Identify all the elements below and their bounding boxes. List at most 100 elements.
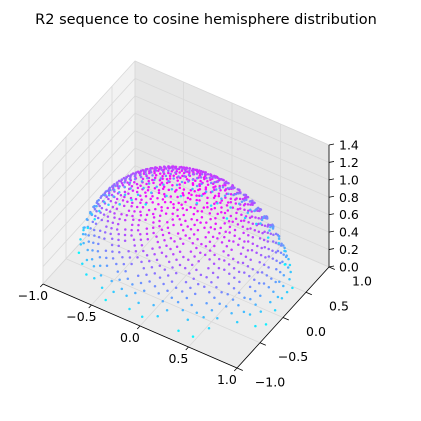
scatter-point [223,222,226,225]
scatter-point [277,237,281,241]
scatter-point [249,227,252,230]
z-tick-label: 0.0 [339,260,359,275]
scatter-point [112,290,115,294]
scatter-point [115,197,119,201]
grid-line [134,182,330,268]
scatter-point [198,199,201,202]
scatter-point [279,251,283,254]
scatter-point [255,222,258,226]
scatter-point [162,168,166,171]
scatter-point [200,173,204,176]
scatter-point [259,294,262,297]
scatter-point [231,184,234,187]
scatter-point [121,199,125,202]
scatter-point [223,235,226,239]
scatter-point [206,196,209,200]
scatter-point [236,261,240,264]
grid-line [134,112,330,198]
scatter-point [158,276,162,279]
scatter-point [161,174,164,178]
scatter-point [163,192,166,196]
scatter-point [108,186,112,190]
y-tick-label: 0.5 [329,299,349,314]
scatter-point [131,283,134,286]
scatter-point [166,206,169,210]
scatter-point [196,209,199,213]
scatter-point [183,266,187,270]
scatter-point [263,245,267,249]
scatter-point [118,203,121,206]
scatter-point [147,179,150,183]
scatter-point [233,276,236,280]
scatter-point [139,172,142,176]
scatter-point [213,227,217,231]
scatter-point [102,213,106,216]
scatter-point [188,236,191,240]
scatter-point [253,278,256,281]
grid-line [42,147,136,250]
scatter-point [228,231,231,234]
scatter-point [191,178,195,181]
scatter-point [166,221,169,224]
scatter-point [123,190,127,194]
x-tick-mark [185,346,189,351]
scatter-point [139,213,143,217]
y-tick-mark [236,367,243,371]
scatter-point [247,209,250,213]
scatter-point [238,207,242,210]
scatter-point [181,174,184,178]
scatter-point [145,273,148,276]
scatter-point [236,208,240,211]
scatter-point [259,253,263,257]
scatter-point [100,194,103,198]
z-tick-mark [328,143,335,146]
scatter-point [139,194,142,197]
scatter-point [210,308,214,312]
scatter-point [267,247,270,251]
scatter-point [190,218,193,221]
scatter-point [190,263,194,267]
scatter-point [160,206,163,209]
grid-line [134,95,330,181]
scatter-point [171,266,174,269]
scatter-point [82,241,85,245]
scatter-point [89,227,92,230]
scatter-point [108,210,112,213]
scatter-point [219,188,222,192]
scatter-point [119,194,123,197]
scatter-point [165,181,169,185]
scatter-point [291,286,294,290]
x-tick-mark [233,367,238,372]
scatter-point [158,219,161,223]
scatter-point [103,231,107,234]
scatter-point [226,187,230,190]
scatter-point [180,290,184,293]
scatter-point [187,180,190,183]
scatter-point [123,239,127,242]
scatter-point [192,233,196,236]
scatter-point [175,245,179,248]
scatter-point [203,253,207,257]
scatter-point [134,197,138,201]
scatter-point [118,278,121,281]
scatter-point [125,214,129,217]
scatter-point [234,217,238,220]
scatter-point [260,218,264,222]
scatter-point [90,257,94,261]
scatter-point [211,176,214,179]
z-tick-label: 0.4 [339,225,359,240]
scatter-point [209,178,212,182]
scatter-point [219,201,222,205]
scatter-point [110,185,114,188]
scatter-point [128,307,131,311]
scatter-point [160,168,163,171]
scatter-point [131,201,134,205]
scatter-point [233,186,236,189]
scatter-point [233,234,236,238]
scatter-point [190,303,193,307]
scatter-point [246,264,250,268]
scatter-point [195,202,199,205]
scatter-point [122,262,126,266]
scatter-points [77,165,294,338]
z-tick-label: 1.2 [339,155,359,170]
